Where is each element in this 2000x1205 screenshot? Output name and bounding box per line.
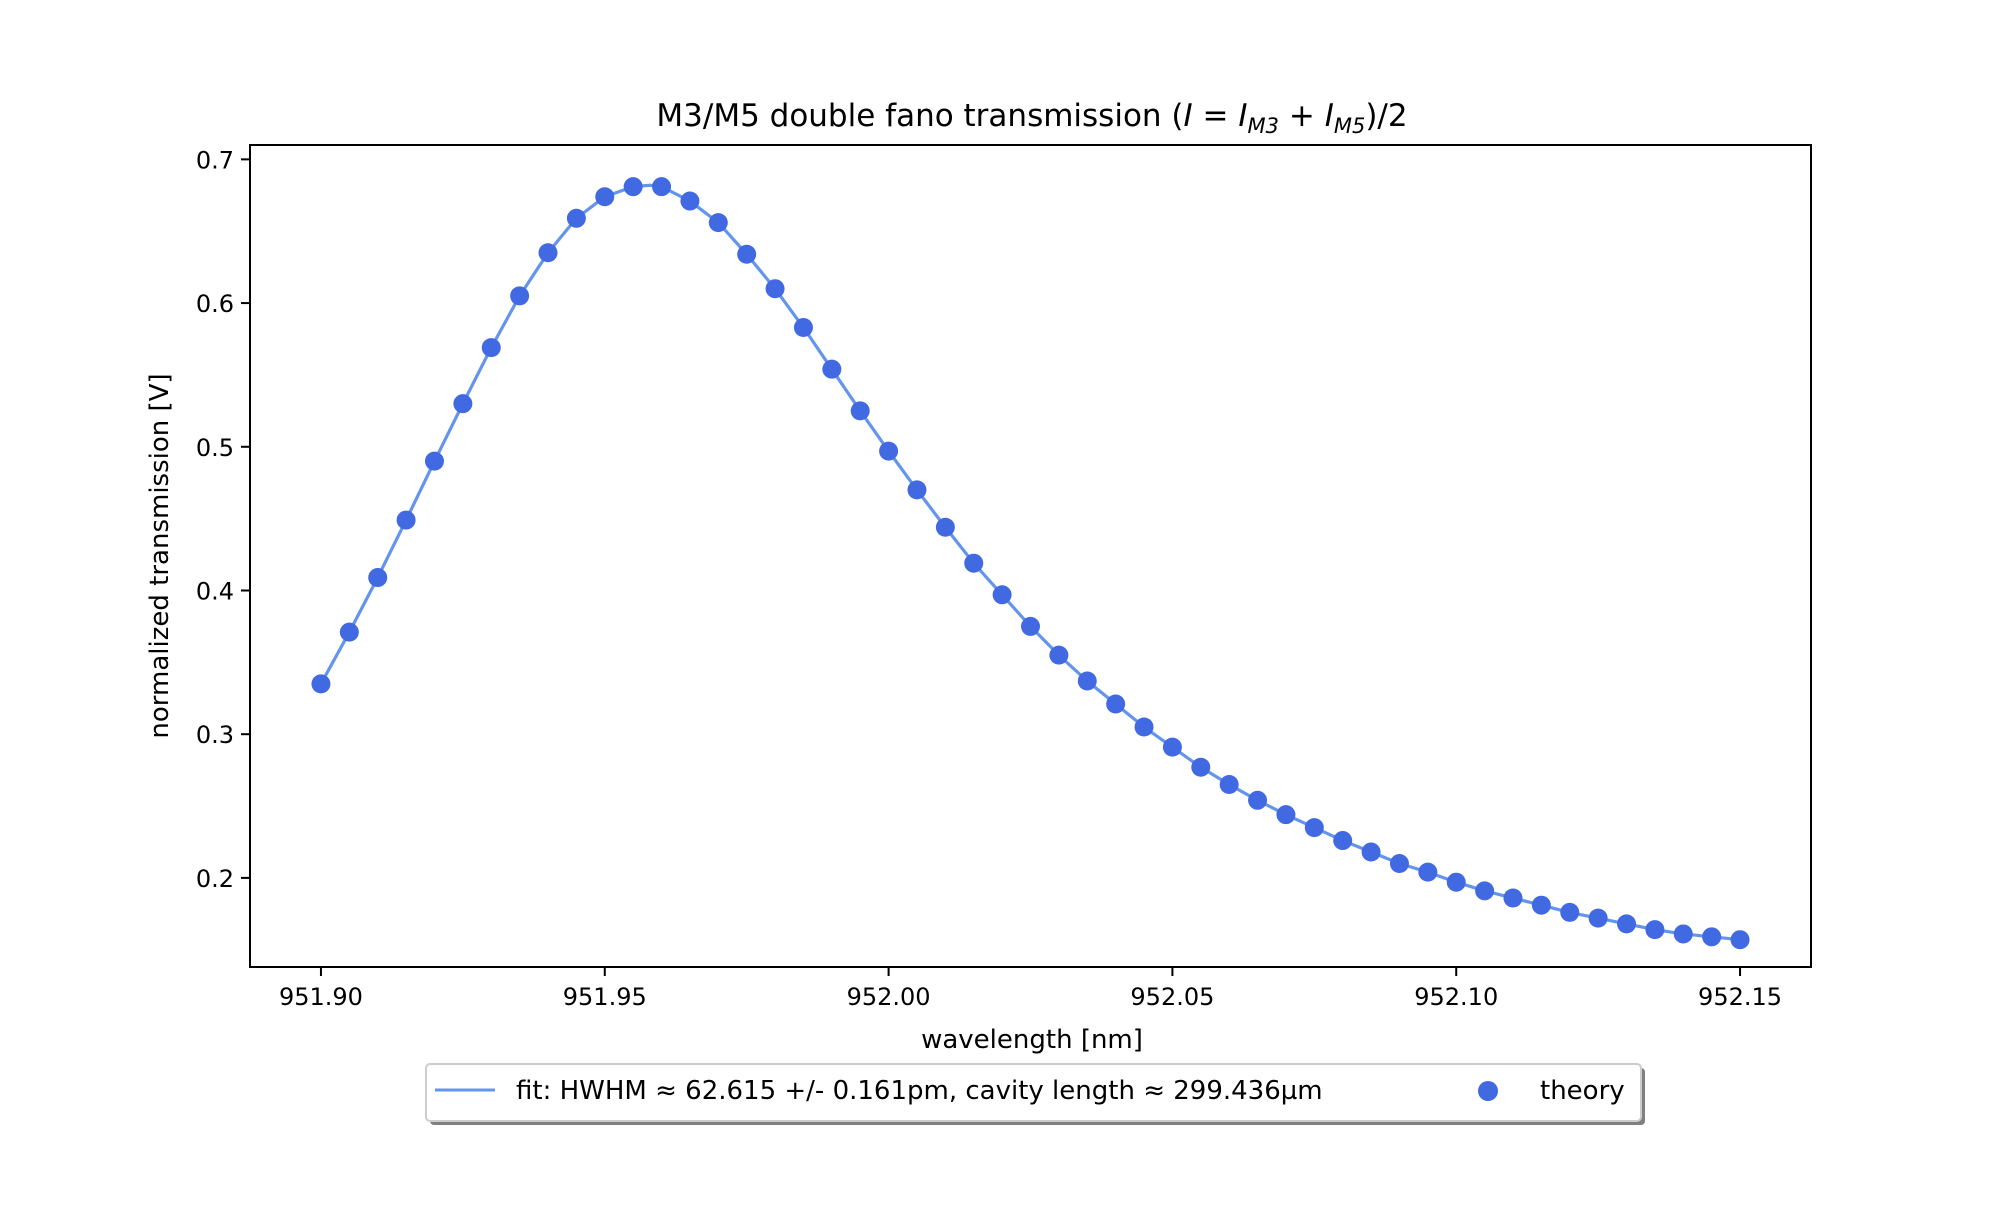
- theory-point: [1248, 790, 1268, 810]
- y-tick-label: 0.6: [196, 290, 234, 318]
- y-tick-label: 0.5: [196, 434, 234, 462]
- theory-point: [424, 451, 444, 471]
- theory-point: [652, 177, 672, 197]
- y-tick-label: 0.3: [196, 721, 234, 749]
- theory-point: [935, 517, 955, 537]
- y-tick-label: 0.7: [196, 146, 234, 174]
- legend-marker-swatch: [1478, 1081, 1498, 1101]
- y-axis-label: normalized transmission [V]: [145, 373, 175, 738]
- theory-point: [765, 279, 785, 299]
- x-tick-label: 952.00: [847, 983, 931, 1011]
- theory-point: [907, 480, 927, 500]
- theory-point: [396, 510, 416, 530]
- legend-label-fit: fit: HWHM ≈ 62.615 +/- 0.161pm, cavity l…: [516, 1076, 1323, 1106]
- theory-point: [566, 208, 586, 228]
- x-tick-label: 951.90: [279, 983, 363, 1011]
- theory-point: [1418, 862, 1438, 882]
- x-axis: 951.90 951.95 952.00 952.05 952.10 952.15: [279, 967, 1782, 1011]
- theory-point: [737, 244, 757, 264]
- theory-point: [1219, 774, 1239, 794]
- theory-point: [1021, 616, 1040, 636]
- theory-point: [1276, 805, 1296, 825]
- theory-point: [538, 243, 558, 263]
- x-tick-label: 951.95: [563, 983, 647, 1011]
- theory-point: [1191, 757, 1211, 777]
- x-tick-label: 952.05: [1130, 983, 1214, 1011]
- fit-curve-line: [319, 183, 1741, 942]
- y-tick-label: 0.4: [196, 577, 234, 605]
- x-tick-label: 952.10: [1414, 983, 1498, 1011]
- theory-point: [680, 191, 700, 211]
- theory-point: [1333, 831, 1353, 851]
- theory-point: [1106, 694, 1126, 714]
- x-axis-label: wavelength [nm]: [921, 1025, 1143, 1055]
- theory-point: [1531, 895, 1551, 915]
- theory-point: [992, 585, 1012, 605]
- theory-point: [1702, 927, 1722, 947]
- theory-point: [1503, 888, 1523, 908]
- theory-point: [1389, 854, 1409, 874]
- theory-point: [311, 674, 331, 694]
- y-tick-label: 0.2: [196, 865, 234, 893]
- theory-point: [822, 359, 842, 379]
- theory-point: [1673, 924, 1693, 944]
- theory-point: [1560, 902, 1580, 922]
- theory-point: [368, 568, 388, 588]
- theory-point: [510, 286, 530, 306]
- theory-point: [1730, 930, 1750, 950]
- theory-point: [708, 213, 728, 233]
- theory-point: [1475, 881, 1495, 901]
- theory-point: [1049, 645, 1069, 665]
- theory-point: [1361, 842, 1381, 862]
- plot-area-frame: [249, 144, 1812, 968]
- theory-point: [1077, 671, 1097, 691]
- theory-point: [879, 441, 899, 461]
- theory-point: [1446, 872, 1466, 892]
- theory-point: [1162, 737, 1182, 757]
- theory-point: [623, 177, 643, 197]
- theory-point: [1304, 818, 1324, 838]
- x-tick-label: 952.15: [1698, 983, 1782, 1011]
- y-axis: 0.2 0.3 0.4 0.5 0.6 0.7: [196, 146, 250, 893]
- theory-point: [1617, 914, 1637, 934]
- theory-point: [595, 187, 615, 207]
- theory-point: [1645, 920, 1665, 940]
- legend: fit: HWHM ≈ 62.615 +/- 0.161pm, cavity l…: [425, 1063, 1645, 1125]
- theory-point: [850, 401, 870, 421]
- theory-point: [793, 318, 813, 338]
- chart-title: M3/M5 double fano transmission (I = IM3 …: [656, 98, 1407, 138]
- legend-label-theory: theory: [1540, 1076, 1625, 1106]
- theory-point: [339, 622, 359, 642]
- theory-point: [453, 394, 473, 414]
- theory-point: [1588, 908, 1608, 928]
- theory-point: [964, 553, 984, 573]
- theory-point: [481, 338, 501, 358]
- legend-box: [425, 1063, 1642, 1122]
- series-layer: [311, 177, 1750, 950]
- theory-point: [1134, 717, 1154, 737]
